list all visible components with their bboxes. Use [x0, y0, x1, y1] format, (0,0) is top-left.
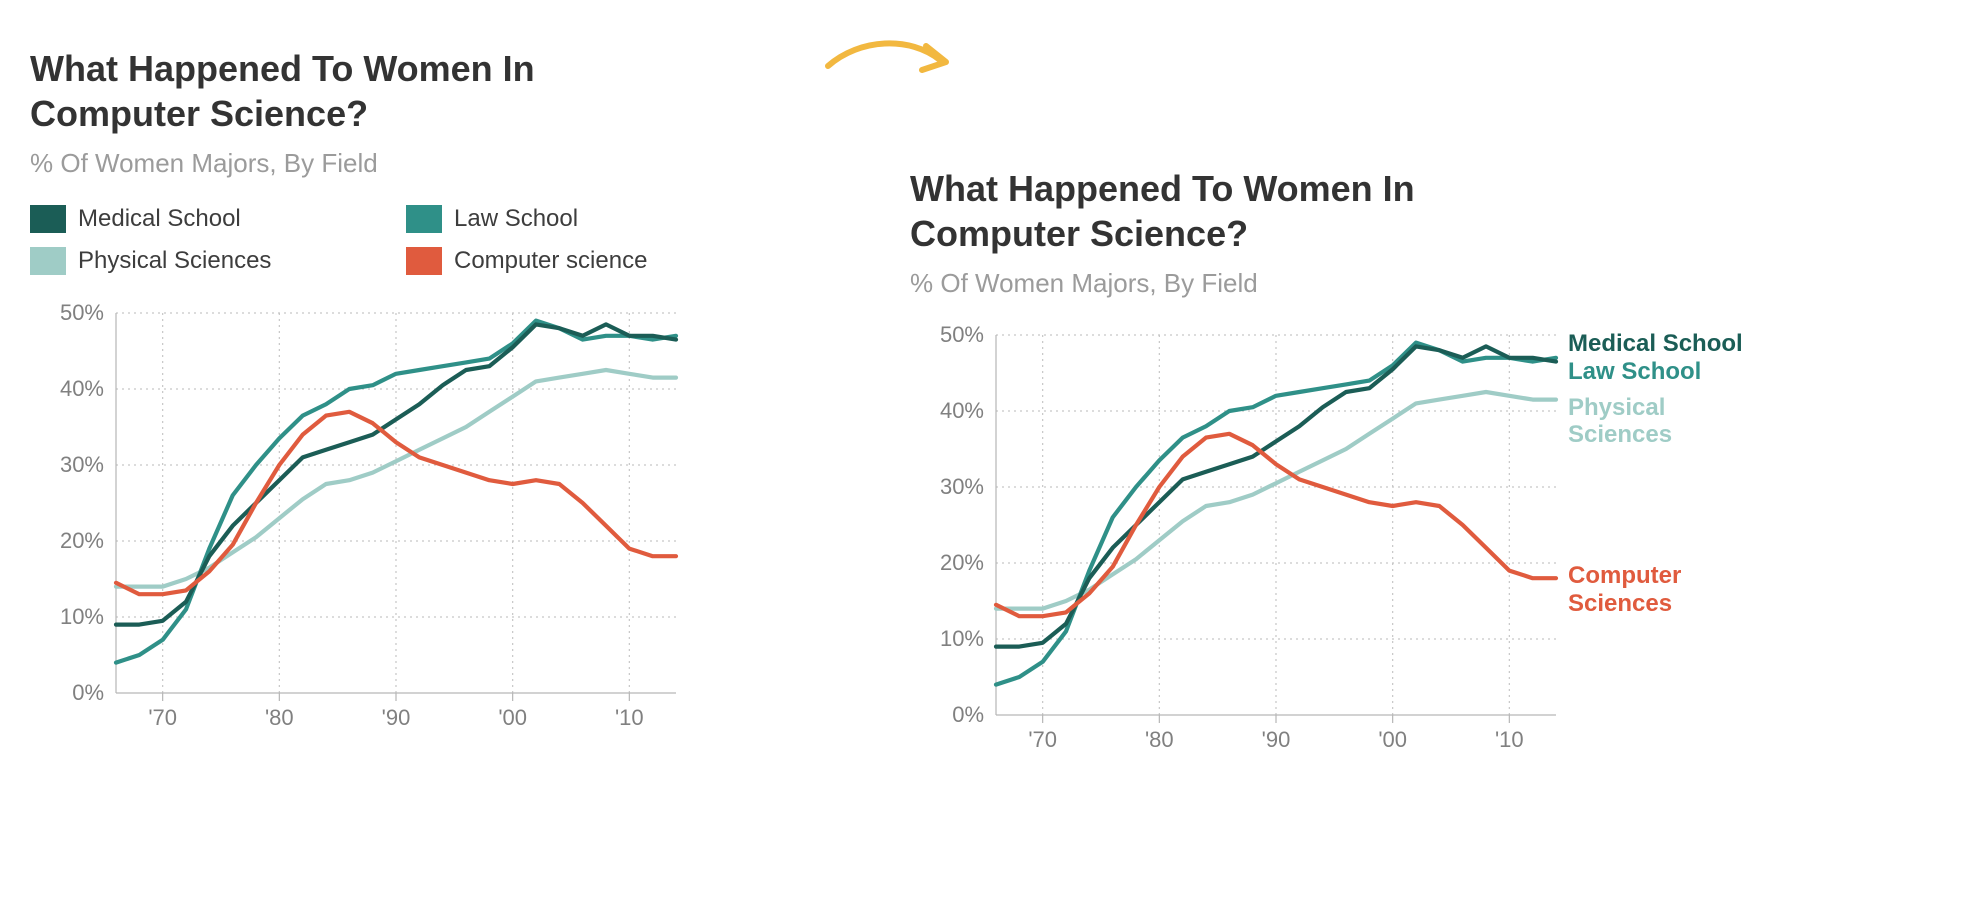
svg-text:'00: '00: [498, 705, 527, 730]
svg-text:20%: 20%: [60, 528, 104, 553]
chart-subtitle: % Of Women Majors, By Field: [30, 148, 750, 179]
line-chart-svg: 0% 10% 20% 30% 40% 50% '70 '80 '90 '00 '10: [910, 325, 1576, 765]
svg-text:20%: 20%: [940, 550, 984, 575]
svg-text:'70: '70: [1028, 727, 1057, 752]
svg-text:30%: 30%: [60, 452, 104, 477]
right-panel: What Happened To Women In Computer Scien…: [910, 40, 1870, 894]
legend-label: Computer science: [454, 247, 647, 275]
legend-item-medical: Medical School: [30, 205, 374, 233]
legend-label: Physical Sciences: [78, 247, 271, 275]
svg-text:'10: '10: [1495, 727, 1524, 752]
legend-swatch: [406, 247, 442, 275]
legend-item-cs: Computer science: [406, 247, 750, 275]
svg-text:'80: '80: [265, 705, 294, 730]
svg-text:40%: 40%: [940, 398, 984, 423]
legend-label: Medical School: [78, 205, 241, 233]
svg-text:40%: 40%: [60, 376, 104, 401]
svg-text:'80: '80: [1145, 727, 1174, 752]
svg-text:'90: '90: [1262, 727, 1291, 752]
chart-subtitle: % Of Women Majors, By Field: [910, 268, 1870, 299]
svg-text:'70: '70: [148, 705, 177, 730]
svg-text:'90: '90: [382, 705, 411, 730]
legend-swatch: [30, 205, 66, 233]
svg-text:10%: 10%: [60, 604, 104, 629]
line-chart-svg: 0% 10% 20% 30% 40% 50% '70 '80 '90 '00 '10: [30, 303, 696, 743]
svg-text:'00: '00: [1378, 727, 1407, 752]
svg-text:10%: 10%: [940, 626, 984, 651]
legend-label: Law School: [454, 205, 578, 233]
svg-text:0%: 0%: [72, 680, 104, 705]
chart-title: What Happened To Women In Computer Scien…: [30, 46, 590, 136]
legend-swatch: [30, 247, 66, 275]
svg-text:50%: 50%: [940, 325, 984, 347]
chart-area: 0% 10% 20% 30% 40% 50% '70 '80 '90 '00 '10: [30, 303, 750, 743]
svg-text:30%: 30%: [940, 474, 984, 499]
legend-item-physical: Physical Sciences: [30, 247, 374, 275]
page: What Happened To Women In Computer Scien…: [0, 0, 1982, 914]
direct-label-law: Law School: [1568, 358, 1701, 386]
legend-item-law: Law School: [406, 205, 750, 233]
direct-label-medical: Medical School: [1568, 330, 1743, 358]
legend-box: Medical School Law School Physical Scien…: [30, 205, 750, 275]
chart-title: What Happened To Women In Computer Scien…: [910, 166, 1470, 256]
svg-text:0%: 0%: [952, 702, 984, 727]
transition-arrow-icon: [820, 20, 960, 90]
left-panel: What Happened To Women In Computer Scien…: [30, 40, 750, 894]
legend-swatch: [406, 205, 442, 233]
svg-text:50%: 50%: [60, 303, 104, 325]
direct-label-physical: PhysicalSciences: [1568, 394, 1672, 449]
chart-area: 0% 10% 20% 30% 40% 50% '70 '80 '90 '00 '10 Medical…: [910, 325, 1870, 765]
direct-label-cs: ComputerSciences: [1568, 562, 1681, 617]
svg-text:'10: '10: [615, 705, 644, 730]
